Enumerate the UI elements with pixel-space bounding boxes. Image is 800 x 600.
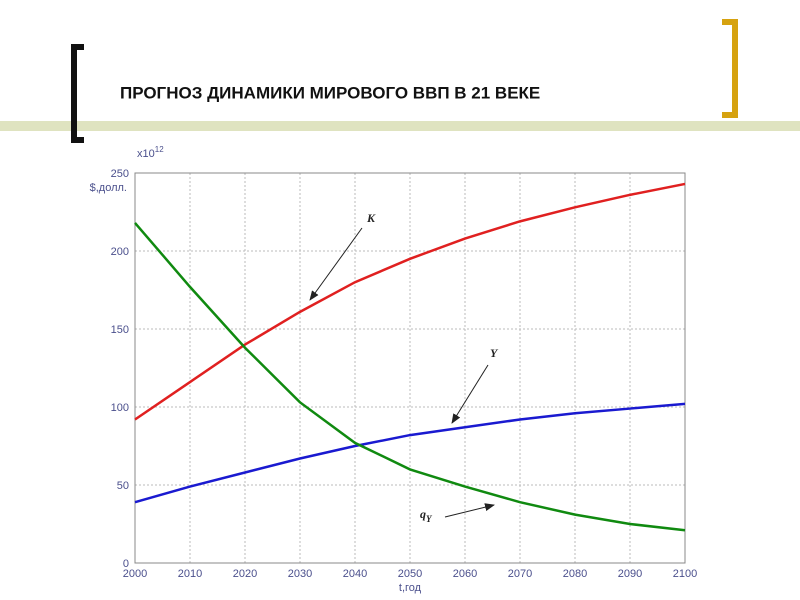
series-name-subscript: Y	[426, 514, 433, 524]
y-tick-label: 250	[111, 168, 129, 180]
series-name: K	[366, 211, 376, 225]
x-tick-label: 2030	[288, 568, 312, 580]
x-tick-label: 2070	[508, 568, 532, 580]
x-tick-label: 2100	[673, 568, 697, 580]
series-name: Y	[490, 346, 499, 360]
title-bar	[0, 121, 800, 131]
y-tick-label: 50	[117, 480, 129, 492]
y-tick-label: 150	[111, 324, 129, 336]
x-tick-label: 2000	[123, 568, 147, 580]
series-label: Y	[490, 346, 499, 360]
y-tick-label: 100	[111, 402, 129, 414]
x-tick-label: 2010	[178, 568, 202, 580]
x-tick-label: 2060	[453, 568, 477, 580]
x-axis-label: t,год	[399, 582, 422, 594]
x-tick-label: 2020	[233, 568, 257, 580]
x-tick-label: 2050	[398, 568, 422, 580]
series-name: q	[420, 507, 426, 521]
series-line	[134, 182, 686, 421]
series-label: qY	[420, 507, 433, 524]
series-line	[134, 402, 686, 504]
y-scale: x1012	[137, 145, 164, 160]
y-tick-label: 200	[111, 246, 129, 258]
series-line	[134, 222, 686, 532]
annotation-arrow	[444, 503, 495, 518]
x-tick-label: 2040	[343, 568, 367, 580]
series-label: K	[366, 211, 376, 225]
annotation-arrow	[451, 364, 489, 424]
annotation-arrow	[309, 227, 363, 301]
plot: 0 50 100 150 200 250 2000 2010 2020 2030 2040 2050 2…	[111, 168, 698, 580]
y-scale-base: x10	[137, 148, 155, 160]
plot-frame	[134, 172, 686, 564]
y-scale-exponent: 12	[155, 145, 164, 154]
left-bracket	[71, 44, 84, 143]
right-bracket	[722, 19, 738, 118]
x-tick-label: 2080	[563, 568, 587, 580]
y-tick-label: 0	[123, 558, 129, 570]
x-tick-label: 2090	[618, 568, 642, 580]
y-axis-label: $,долл.	[90, 182, 127, 194]
slide-title: ПРОГНОЗ ДИНАМИКИ МИРОВОГО ВВП В 21 ВЕКЕ	[120, 83, 540, 102]
